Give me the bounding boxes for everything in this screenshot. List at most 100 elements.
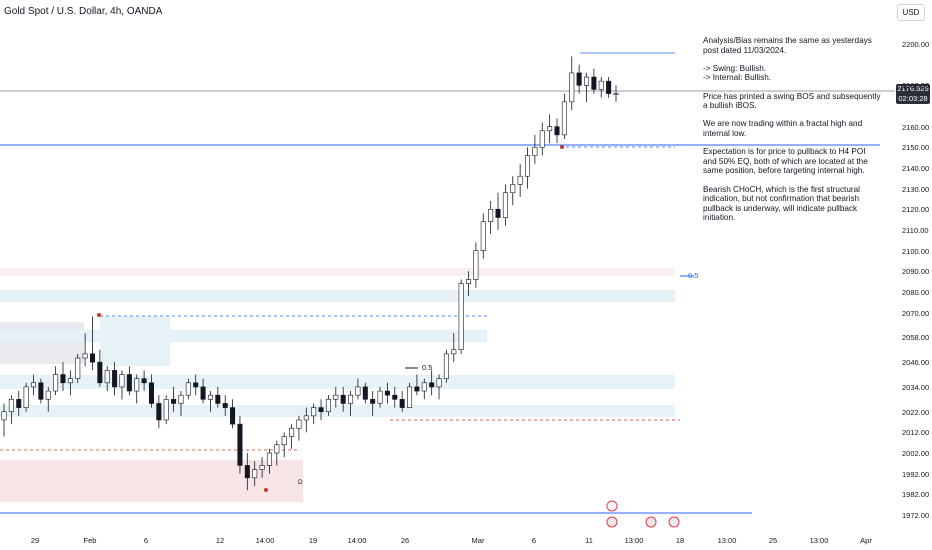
candle-body bbox=[451, 349, 457, 355]
candle-body bbox=[97, 361, 103, 384]
candle-body bbox=[436, 378, 442, 388]
note-paragraph-6: Bearish CHoCH, which is the first struct… bbox=[703, 184, 860, 223]
price-tick-label: 2100.00 bbox=[902, 246, 930, 256]
countdown-value: 02:03:28 bbox=[898, 93, 928, 103]
candle-body bbox=[274, 444, 280, 454]
candle-body bbox=[163, 399, 169, 421]
note-paragraph-3: Price has printed a swing BOS and subseq… bbox=[703, 91, 881, 111]
note-paragraph-1: Analysis/Bias remains the same as yester… bbox=[703, 36, 872, 55]
candle-body bbox=[495, 208, 501, 218]
price-tick-label: 2022.00 bbox=[902, 407, 930, 417]
poi-zone-mid bbox=[0, 330, 487, 342]
price-tick-label: 2058.00 bbox=[902, 333, 930, 343]
low-marker bbox=[264, 488, 268, 492]
time-tick-label: Feb bbox=[83, 536, 97, 545]
candle-body bbox=[318, 407, 324, 413]
candle-body bbox=[296, 419, 302, 429]
candle-body bbox=[539, 130, 545, 148]
candle-body bbox=[362, 386, 368, 400]
candle-body bbox=[392, 394, 398, 400]
candle-body bbox=[355, 386, 361, 396]
grey-zone-left bbox=[0, 322, 84, 364]
time-tick-label: 12 bbox=[215, 536, 225, 545]
price-tick-label: 1992.00 bbox=[902, 469, 930, 479]
last-price-tag: 2176.525 02:03:28 bbox=[896, 84, 930, 104]
candle-body bbox=[119, 374, 125, 388]
candle-body bbox=[67, 378, 73, 384]
candle-body bbox=[407, 386, 413, 408]
candle-body bbox=[333, 394, 339, 400]
candle-body bbox=[148, 382, 154, 404]
candle-body bbox=[1, 411, 7, 421]
candle-body bbox=[414, 386, 420, 392]
candle-body bbox=[561, 101, 567, 136]
candle-body bbox=[289, 427, 295, 437]
candle-body bbox=[16, 399, 22, 408]
analysis-note: Analysis/Bias remains the same as yester… bbox=[703, 36, 881, 231]
candle-body bbox=[399, 399, 405, 408]
candle-body bbox=[480, 221, 486, 251]
us-flag-event-icon bbox=[606, 516, 618, 528]
price-tick-label: 2110.00 bbox=[902, 225, 929, 235]
candle-body bbox=[193, 382, 199, 388]
supply-zone-bottom bbox=[0, 460, 303, 502]
candle-body bbox=[23, 386, 29, 408]
candle-body bbox=[60, 374, 66, 384]
candle-body bbox=[215, 394, 221, 404]
candle-body bbox=[554, 126, 560, 136]
price-tick-label: 2002.00 bbox=[902, 449, 930, 459]
d-marker-label: D bbox=[298, 479, 303, 486]
candle-body bbox=[134, 378, 140, 392]
currency-button[interactable]: USD bbox=[897, 4, 925, 21]
price-tick-label: 2090.00 bbox=[902, 267, 930, 277]
candle-body bbox=[112, 370, 118, 388]
candle-body bbox=[222, 403, 228, 408]
candle-body bbox=[244, 465, 250, 479]
price-tick-label: 2080.00 bbox=[902, 287, 930, 297]
candle-body bbox=[502, 192, 508, 218]
candle-body bbox=[576, 72, 582, 86]
price-tick-label: 2160.00 bbox=[902, 122, 930, 132]
candle-body bbox=[89, 353, 95, 363]
lightning-event-icon bbox=[606, 500, 618, 512]
time-tick-label: 14:00 bbox=[347, 536, 367, 545]
candle-body bbox=[591, 76, 597, 90]
time-tick-label: 25 bbox=[768, 536, 778, 545]
price-tick-label: 2120.00 bbox=[902, 205, 930, 215]
candle-body bbox=[525, 155, 531, 177]
candle-body bbox=[8, 399, 14, 413]
candle-body bbox=[75, 357, 81, 379]
time-tick-label: 29 bbox=[30, 536, 40, 545]
price-tick-label: 2070.00 bbox=[902, 308, 930, 318]
candle-body bbox=[547, 126, 553, 132]
candle-body bbox=[259, 465, 265, 470]
candle-body bbox=[53, 374, 59, 392]
fib-label-right: 0.5 bbox=[688, 271, 699, 280]
candle-body bbox=[207, 394, 213, 400]
candle-body bbox=[370, 399, 376, 404]
candle-body bbox=[421, 382, 427, 392]
candle-body bbox=[606, 80, 612, 94]
candle-body bbox=[613, 93, 619, 95]
time-tick-label: Mar bbox=[471, 536, 485, 545]
candle-body bbox=[230, 407, 236, 425]
price-tick-label: 1972.00 bbox=[902, 511, 930, 520]
price-tick-label: 2140.00 bbox=[902, 163, 930, 173]
candle-body bbox=[200, 386, 206, 400]
candle-body bbox=[185, 382, 191, 396]
chart-title: Gold Spot / U.S. Dollar, 4h, OANDA bbox=[4, 6, 163, 17]
candle-body bbox=[473, 250, 479, 280]
candle-body bbox=[266, 452, 272, 466]
candle-body bbox=[325, 399, 331, 413]
time-tick-label: Apr bbox=[860, 536, 872, 545]
internal-low-marker bbox=[560, 145, 564, 149]
candle-body bbox=[252, 469, 258, 479]
poi-zone-bottom bbox=[0, 405, 675, 417]
time-tick-label: 26 bbox=[400, 536, 410, 545]
time-tick-label: 6 bbox=[143, 536, 149, 545]
time-tick-label: 13:00 bbox=[717, 536, 737, 545]
fib-label-mid: 0.5 bbox=[422, 363, 433, 372]
candle-body bbox=[303, 415, 309, 421]
candle-body bbox=[30, 382, 37, 388]
